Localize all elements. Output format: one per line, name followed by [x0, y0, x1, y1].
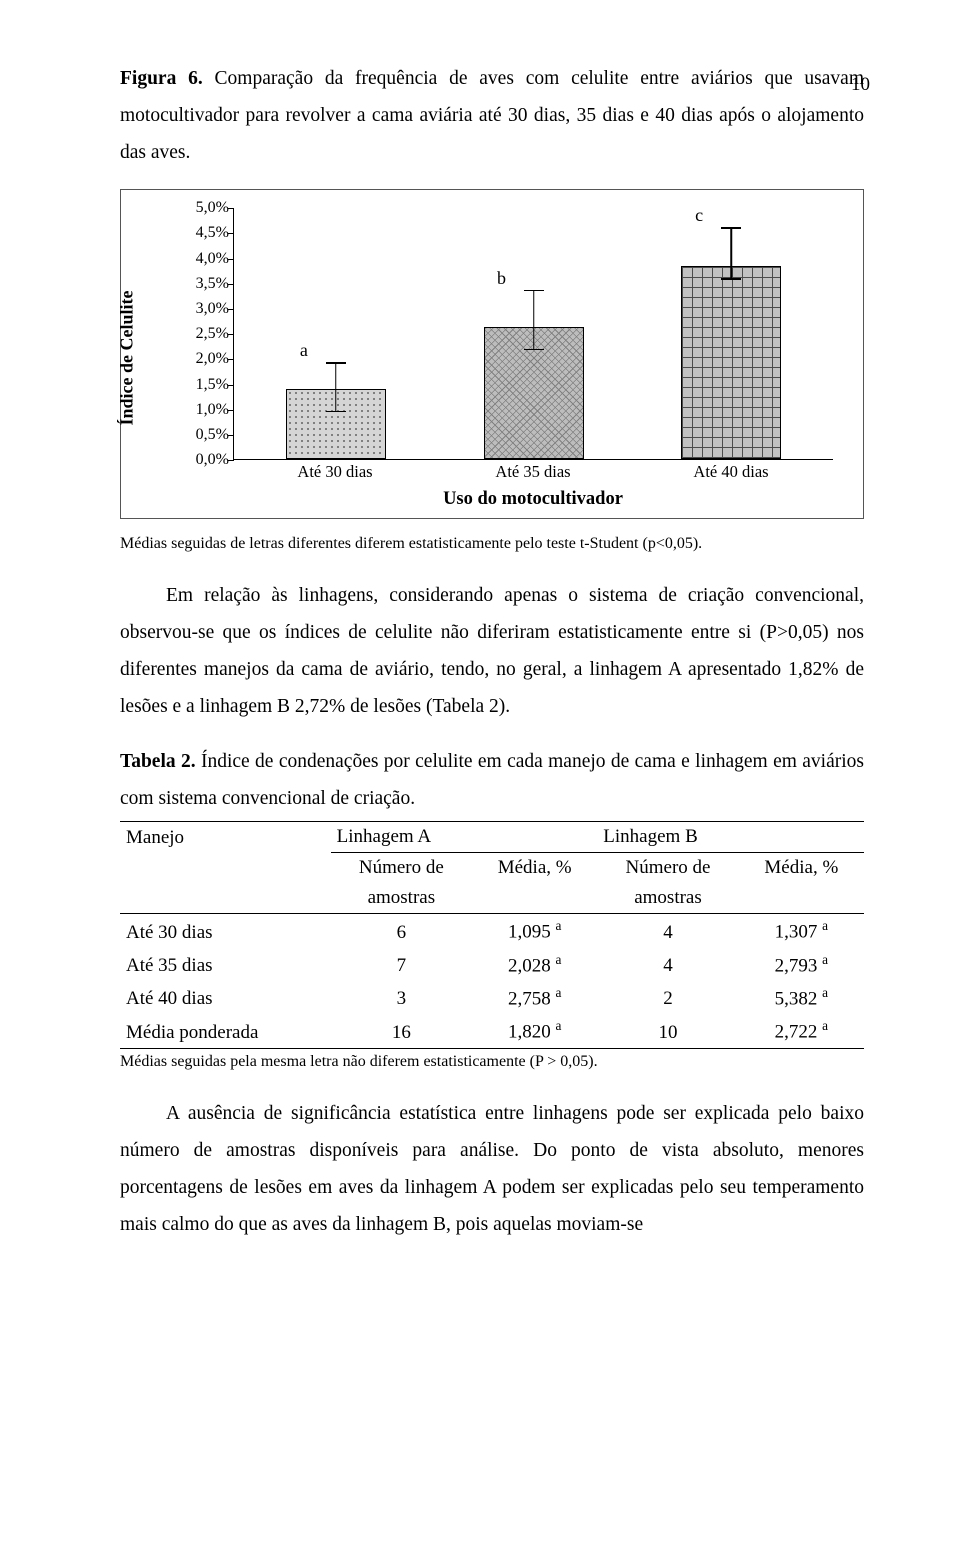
table-cell: 2,793 a — [739, 948, 864, 981]
y-tick-label: 4,5% — [179, 224, 229, 242]
col-media-a: Média, % — [472, 853, 597, 884]
error-bar-3 — [721, 227, 741, 279]
table-row: Até 30 dias61,095 a41,307 a — [120, 914, 864, 948]
table-caption: Tabela 2. Índice de condenações por celu… — [120, 743, 864, 817]
table-cell: 16 — [331, 1014, 472, 1048]
y-tick-label: 1,0% — [179, 401, 229, 419]
bar-chart: Índice de Celulite abc Até 30 diasAté 35… — [137, 208, 837, 508]
col-linhagem-b: Linhagem B — [597, 822, 864, 853]
table-cell: Até 40 dias — [120, 981, 331, 1014]
category-label-1: Até 30 dias — [297, 462, 372, 482]
x-axis-label: Uso do motocultivador — [233, 489, 833, 510]
table-cell: Até 30 dias — [120, 914, 331, 948]
category-label-3: Até 40 dias — [693, 462, 768, 482]
table-header-row-2: Número de Média, % Número de Média, % — [120, 853, 864, 884]
category-label-2: Até 35 dias — [495, 462, 570, 482]
col-media-b: Média, % — [739, 853, 864, 884]
y-axis-label: Índice de Celulite — [117, 291, 138, 426]
table-cell: 5,382 a — [739, 981, 864, 1014]
y-tick-label: 2,0% — [179, 350, 229, 368]
table-cell: 4 — [597, 948, 738, 981]
results-table: Manejo Linhagem A Linhagem B Número de M… — [120, 821, 864, 1048]
table-cell: Média ponderada — [120, 1014, 331, 1048]
col-manejo: Manejo — [120, 822, 331, 853]
table-body: Até 30 dias61,095 a41,307 aAté 35 dias72… — [120, 914, 864, 1048]
error-bar-2 — [524, 290, 544, 350]
bar-letter-2: b — [497, 268, 506, 289]
table-footnote: Médias seguidas pela mesma letra não dif… — [120, 1053, 864, 1071]
table-cell: 2,758 a — [472, 981, 597, 1014]
table-cell: 1,095 a — [472, 914, 597, 948]
chart-footnote: Médias seguidas de letras diferentes dif… — [120, 535, 864, 553]
table-caption-text: Índice de condenações por celulite em ca… — [120, 751, 864, 809]
col-num-a: Número de — [331, 853, 472, 884]
y-tick-label: 3,0% — [179, 300, 229, 318]
figure-caption: Figura 6. Comparação da frequência de av… — [120, 60, 864, 171]
table-cell: 3 — [331, 981, 472, 1014]
table-cell: Até 35 dias — [120, 948, 331, 981]
y-tick-label: 2,5% — [179, 325, 229, 343]
figure-caption-text: Comparação da frequência de aves com cel… — [120, 68, 864, 163]
table-cell: 2 — [597, 981, 738, 1014]
table-header-row-1: Manejo Linhagem A Linhagem B — [120, 822, 864, 853]
y-tick-label: 5,0% — [179, 199, 229, 217]
bar-letter-1: a — [300, 340, 308, 361]
col-amostras-a: amostras — [331, 883, 472, 914]
chart-container: Índice de Celulite a b c Até 30 dias Até 35… — [120, 189, 864, 519]
bar-3 — [681, 266, 781, 459]
table-row: Até 35 dias72,028 a42,793 a — [120, 948, 864, 981]
table-cell: 10 — [597, 1014, 738, 1048]
table-cell: 6 — [331, 914, 472, 948]
y-tick-label: 0,0% — [179, 451, 229, 469]
plot-area: a b c — [233, 208, 833, 460]
table-caption-prefix: Tabela 2. — [120, 751, 196, 772]
col-num-b: Número de — [597, 853, 738, 884]
discussion-paragraph: A ausência de significância estatística … — [120, 1095, 864, 1243]
y-tick-label: 0,5% — [179, 426, 229, 444]
table-cell: 7 — [331, 948, 472, 981]
y-tick-label: 4,0% — [179, 250, 229, 268]
table-cell: 4 — [597, 914, 738, 948]
y-tick-label: 1,5% — [179, 376, 229, 394]
table-cell: 1,820 a — [472, 1014, 597, 1048]
results-paragraph: Em relação às linhagens, considerando ap… — [120, 577, 864, 725]
col-amostras-b: amostras — [597, 883, 738, 914]
table-row: Até 40 dias32,758 a25,382 a — [120, 981, 864, 1014]
bar-letter-3: c — [695, 205, 703, 226]
table-row: Média ponderada161,820 a102,722 a — [120, 1014, 864, 1048]
table-header-row-3: amostras amostras — [120, 883, 864, 914]
x-axis-category-row: Até 30 dias Até 35 dias Até 40 dias — [233, 462, 833, 482]
table-cell: 2,028 a — [472, 948, 597, 981]
col-linhagem-a: Linhagem A — [331, 822, 598, 853]
y-tick-label: 3,5% — [179, 275, 229, 293]
figure-caption-prefix: Figura 6. — [120, 68, 203, 89]
error-bar-1 — [326, 362, 346, 412]
table-cell: 2,722 a — [739, 1014, 864, 1048]
table-cell: 1,307 a — [739, 914, 864, 948]
page-number: 10 — [851, 74, 870, 96]
